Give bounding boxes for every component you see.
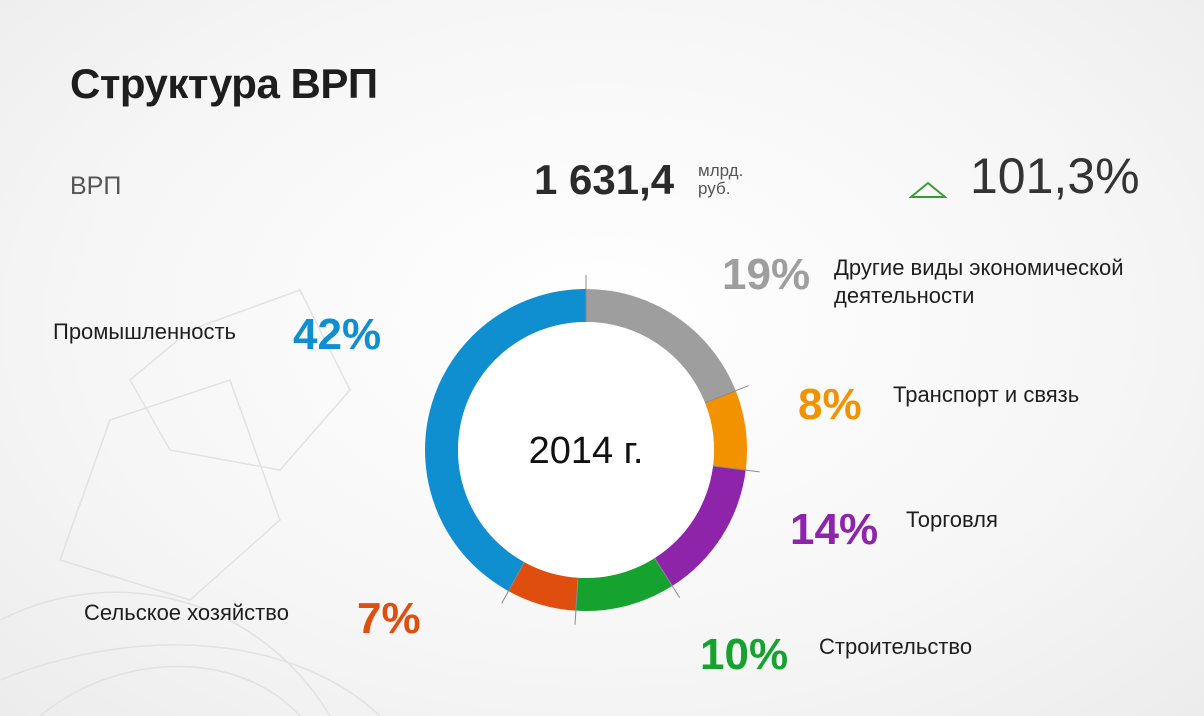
page-title: Структура ВРП xyxy=(70,60,378,107)
donut-slice-construction xyxy=(575,558,673,611)
slice-percent-agriculture: 7% xyxy=(357,594,421,643)
slice-percent-transport: 8% xyxy=(798,380,862,429)
triangle-up-outline-icon xyxy=(909,181,947,198)
slice-label-trade: Торговля xyxy=(906,507,998,532)
slice-label-construction: Строительство xyxy=(819,634,973,659)
growth-value: 101,3% xyxy=(970,148,1140,204)
donut-slice-agriculture xyxy=(508,562,578,611)
donut-slice-transport xyxy=(705,390,747,471)
donut-slice-trade xyxy=(654,466,746,586)
donut-center-label: 2014 г. xyxy=(529,430,644,472)
slice-percent-trade: 14% xyxy=(790,505,879,554)
donut-slice-industry xyxy=(424,289,586,592)
slice-label-transport: Транспорт и связь xyxy=(893,382,1080,407)
slice-label-agriculture: Сельское хозяйство xyxy=(84,600,289,625)
slice-percent-industry: 42% xyxy=(293,310,382,359)
slice-label-other: Другие виды экономической деятельности xyxy=(834,255,1124,308)
grp-label: ВРП xyxy=(70,172,122,200)
donut-slice-other xyxy=(586,289,736,403)
donut-hole xyxy=(458,322,714,578)
slice-percent-other: 19% xyxy=(722,250,811,299)
slice-label-industry: Промышленность xyxy=(53,319,237,344)
grp-value: 1 631,4 xyxy=(534,156,675,203)
slice-percent-construction: 10% xyxy=(700,630,789,679)
grp-unit: млрд. руб. xyxy=(698,161,744,198)
